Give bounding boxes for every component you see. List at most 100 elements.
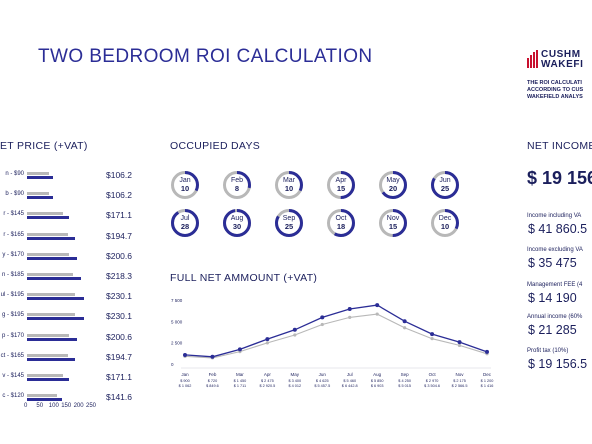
month-label: Jan <box>179 177 191 184</box>
x-tick-label: Feb <box>209 372 217 377</box>
price-row-value: $106.2 <box>106 190 132 201</box>
price-bar-with-vat <box>27 317 85 321</box>
data-point <box>210 354 215 359</box>
income-item-value: $ 14 190 <box>528 291 577 305</box>
month-label: Jul <box>180 215 190 222</box>
x-tick-label: Jan <box>181 372 189 377</box>
occupied-day-circle: Jun 25 <box>430 170 460 200</box>
month-label: Mar <box>282 177 296 184</box>
data-point <box>375 312 379 316</box>
data-point <box>457 343 462 348</box>
occupied-day-circle: Oct 18 <box>326 208 356 238</box>
price-bar-base <box>27 374 63 377</box>
price-row-label: b - $90 <box>5 191 24 198</box>
price-bar-with-vat <box>27 337 77 341</box>
brand-logo-icon <box>527 50 538 68</box>
days-value: 8 <box>234 184 240 193</box>
data-point <box>347 307 352 312</box>
price-row-label: g - $195 <box>1 312 24 319</box>
income-item-label: Income including VA <box>527 213 582 219</box>
occupancy-ring <box>275 171 303 199</box>
value-label-with-vat: $ 6 442.8 <box>342 384 358 388</box>
occupied-day-circle: Sep 25 <box>274 208 304 238</box>
price-bar-base <box>27 333 70 337</box>
days-value: 25 <box>440 184 450 193</box>
value-label-with-vat: $ 1 711 <box>234 384 246 388</box>
value-label-base: $ 1 200 <box>481 379 494 383</box>
occupied-day-text: May 20 <box>378 170 408 200</box>
occupied-day-circle: Nov 15 <box>378 208 408 238</box>
ring-fill <box>327 209 355 237</box>
price-row-label: c - $120 <box>2 393 24 400</box>
price-bar-with-vat <box>27 398 63 402</box>
month-label: May <box>386 177 400 184</box>
data-point <box>402 319 407 324</box>
days-value: 15 <box>388 222 398 231</box>
value-label-base: $ 2 970 <box>426 379 439 383</box>
days-value: 28 <box>180 222 190 231</box>
price-bar-base <box>27 293 76 297</box>
ring-fill <box>379 209 407 237</box>
price-row-value: $200.6 <box>106 250 132 261</box>
days-value: 20 <box>388 184 398 193</box>
value-label-base: $ 2 475 <box>261 379 274 383</box>
price-bar-with-vat <box>27 216 70 220</box>
price-bar-with-vat <box>27 176 54 179</box>
price-row-label: r - $145 <box>3 211 24 218</box>
occupancy-ring <box>379 209 407 237</box>
occupancy-ring <box>327 171 355 199</box>
value-label-base: $ 5 850 <box>371 379 384 383</box>
disclaimer-line: THE ROI CALCULATI <box>527 80 582 86</box>
value-label-with-vat: $ 1 416 <box>481 384 494 388</box>
full-net-amount-heading: FULL NET AMMOUNT (+VAT) <box>170 272 318 284</box>
occupied-day-circle: Aug 30 <box>222 208 252 238</box>
data-point <box>320 322 324 327</box>
occupied-day-circle: Apr 15 <box>326 170 356 200</box>
ring-fill <box>431 171 459 199</box>
price-bar-base <box>27 212 63 216</box>
days-value: 18 <box>336 222 346 231</box>
value-label-with-vat: $ 5 015 <box>398 384 411 388</box>
month-label: Feb <box>230 177 244 184</box>
occupied-day-text: Jan 10 <box>170 170 200 200</box>
value-label-base: $ 2 175 <box>453 379 466 383</box>
price-axis-tick: 200 <box>73 403 84 409</box>
data-point <box>403 326 407 330</box>
price-row-value: $218.3 <box>106 271 132 281</box>
month-label: Nov <box>386 215 400 222</box>
value-label-with-vat: $ 1 062 <box>179 384 192 388</box>
occupied-days-heading: OCCUPIED DAYS <box>170 140 261 152</box>
price-row-value: $171.1 <box>106 210 132 221</box>
ring-fill <box>275 171 303 199</box>
value-label-with-vat: $ 4 012 <box>288 384 301 388</box>
x-tick-label: Aug <box>373 372 382 377</box>
price-axis-tick: 100 <box>48 403 59 409</box>
month-label: Apr <box>335 177 347 184</box>
value-label-with-vat: $ 6 903 <box>371 384 384 388</box>
ring-fill <box>431 209 459 237</box>
price-row-label: ul - $195 <box>0 292 24 299</box>
occupancy-ring <box>431 209 459 237</box>
occupied-day-circle: May 20 <box>378 170 408 200</box>
price-axis-tick: 0 <box>24 403 28 409</box>
data-point <box>348 315 352 320</box>
x-tick-label: Jun <box>319 372 327 377</box>
occupied-day-circle: Jan 10 <box>170 170 200 200</box>
income-item-label: Management FEE (4 <box>527 282 583 288</box>
y-tick-label: 5 000 <box>171 319 183 324</box>
x-tick-label: Apr <box>264 372 272 377</box>
data-point <box>430 332 435 337</box>
occupied-day-circle: Dec 10 <box>430 208 460 238</box>
price-bar-base <box>27 252 70 256</box>
occupancy-ring <box>431 171 459 199</box>
price-row-label: r - $165 <box>3 231 24 238</box>
price-bar-with-vat <box>27 277 82 280</box>
net-income-heading: NET INCOME <box>527 140 592 152</box>
x-tick-label: Jul <box>347 372 353 377</box>
income-item-value: $ 41 860.5 <box>528 222 588 236</box>
price-row-label: ct - $165 <box>0 352 24 359</box>
occupied-day-text: Mar 10 <box>274 170 304 200</box>
occupied-day-text: Jun 25 <box>430 170 460 200</box>
price-bar-base <box>27 192 50 196</box>
value-label-with-vat: $ 5 457.5 <box>314 384 330 388</box>
